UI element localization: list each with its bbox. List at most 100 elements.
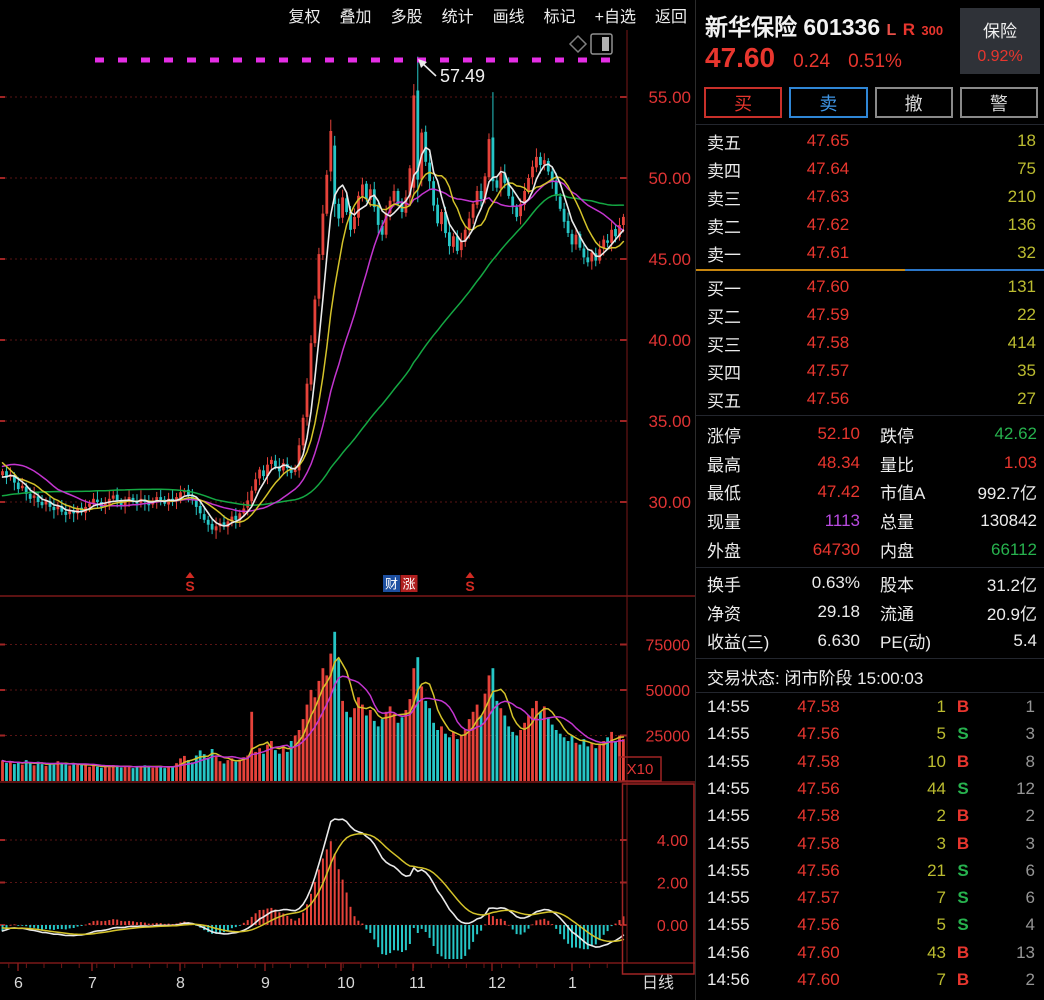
- tick-time: 14:56: [707, 942, 750, 962]
- stat-value: 5.4: [1013, 630, 1037, 650]
- ask-row[interactable]: 卖二 47.62 136: [696, 211, 1044, 239]
- ask-levels: 卖五 47.65 18 卖四 47.64 75 卖三 47.63 210 卖二 47.62 136 卖一…: [696, 127, 1044, 267]
- tick-side: B: [956, 806, 970, 826]
- tick-count: 6: [1025, 860, 1035, 880]
- ask-row[interactable]: 卖一 47.61 32: [696, 239, 1044, 267]
- news-badge-icon[interactable]: 涨: [400, 575, 418, 592]
- stats-row: 外盘 64730 内盘 66112: [696, 535, 1044, 564]
- toolbar-item-返回[interactable]: 返回: [654, 9, 687, 26]
- sector-change: 0.92%: [977, 47, 1023, 65]
- stat-label: 净资: [707, 604, 741, 624]
- tick-row: 14:55 47.58 10 B 8: [696, 748, 1044, 775]
- svg-text:4.00: 4.00: [657, 833, 688, 850]
- indicator-selection-box: [621, 783, 695, 975]
- price-change-pct: 0.51%: [848, 51, 902, 72]
- action-button-撤[interactable]: 撤: [874, 87, 953, 118]
- toolbar-item-标记[interactable]: 标记: [543, 9, 576, 26]
- bid-row[interactable]: 买四 47.57 35: [696, 357, 1044, 385]
- tick-side: S: [957, 724, 969, 744]
- toolbar-item-多股[interactable]: 多股: [390, 9, 423, 26]
- ask-row[interactable]: 卖三 47.63 210: [696, 183, 1044, 211]
- level-price: 47.61: [806, 243, 850, 262]
- tick-side: S: [957, 915, 969, 935]
- tick-price: 47.56: [797, 860, 840, 880]
- news-badge-icon[interactable]: 财: [383, 575, 400, 592]
- level-volume: 35: [1017, 361, 1036, 380]
- stat-value: 52.10: [817, 424, 860, 444]
- tick-row: 14:55 47.56 44 S 12: [696, 775, 1044, 802]
- ask-row[interactable]: 卖四 47.64 75: [696, 155, 1044, 183]
- stat-label: 流通: [880, 604, 914, 624]
- tick-row: 14:55 47.57 7 S 6: [696, 884, 1044, 911]
- tick-volume: 1: [936, 697, 946, 717]
- tick-side: B: [956, 942, 970, 962]
- action-buttons: 买卖撤警: [696, 85, 1044, 125]
- stock-flags: L R 300: [887, 14, 944, 40]
- svg-text:8: 8: [176, 975, 185, 992]
- tick-row: 14:55 47.58 2 B 2: [696, 803, 1044, 830]
- action-button-警[interactable]: 警: [959, 87, 1038, 118]
- level-label: 买五: [707, 391, 741, 411]
- toolbar-item-叠加[interactable]: 叠加: [339, 9, 372, 26]
- stat-value: 1.03: [1003, 453, 1037, 473]
- stat-value: 29.18: [817, 602, 860, 622]
- tick-time: 14:55: [707, 697, 750, 717]
- tick-trade-list[interactable]: 14:55 47.58 1 B 1 14:55 47.56 5 S 3 14:55 47.58 10 B 8…: [696, 693, 1044, 1000]
- tick-volume: 43: [927, 942, 946, 962]
- level-label: 卖一: [707, 245, 741, 265]
- tick-count: 2: [1025, 806, 1035, 826]
- level-label: 买三: [707, 335, 741, 355]
- stats-row: 涨停 52.10 跌停 42.62: [696, 420, 1044, 449]
- tick-volume: 5: [936, 724, 946, 744]
- sector-badge[interactable]: 保险 0.92%: [960, 8, 1040, 74]
- svg-text:57.49: 57.49: [440, 66, 485, 86]
- tick-side: S: [957, 860, 969, 880]
- stats-row: 净资 29.18 流通 20.9亿: [696, 598, 1044, 627]
- svg-text:2.00: 2.00: [657, 876, 688, 893]
- svg-text:S: S: [465, 578, 474, 594]
- ask-row[interactable]: 卖五 47.65 18: [696, 127, 1044, 155]
- stat-label: 股本: [880, 575, 914, 595]
- level-volume: 414: [1007, 333, 1036, 352]
- panel-toggle-icon[interactable]: [590, 33, 613, 55]
- bid-row[interactable]: 买二 47.59 22: [696, 301, 1044, 329]
- tick-time: 14:55: [707, 751, 750, 771]
- kline-chart[interactable]: 57.49 55.00 50.00 45.00 40.00 35.00 30.00 S S 财 涨 7…: [0, 30, 695, 1000]
- bid-row[interactable]: 买一 47.60 131: [696, 273, 1044, 301]
- diamond-icon[interactable]: [568, 34, 588, 54]
- tick-count: 3: [1025, 724, 1035, 744]
- toolbar-item-+自选[interactable]: +自选: [594, 9, 636, 26]
- tick-time: 14:55: [707, 888, 750, 908]
- tick-volume: 7: [936, 888, 946, 908]
- level-price: 47.57: [806, 361, 850, 380]
- toolbar-item-统计[interactable]: 统计: [441, 9, 474, 26]
- stats-row: 最低 47.42 市值A 992.7亿: [696, 478, 1044, 507]
- tick-row: 14:56 47.60 7 B 2: [696, 966, 1044, 993]
- tick-price: 47.58: [797, 833, 840, 853]
- bid-row[interactable]: 买五 47.56 27: [696, 385, 1044, 413]
- tick-volume: 21: [927, 860, 946, 880]
- dividend-marker-icon[interactable]: S: [465, 572, 475, 594]
- chart-area[interactable]: 57.49 55.00 50.00 45.00 40.00 35.00 30.00 S S 财涨 7…: [0, 30, 695, 1000]
- stat-value: 1113: [824, 510, 860, 530]
- svg-text:30.00: 30.00: [648, 493, 691, 512]
- tick-time: 14:56: [707, 969, 750, 989]
- svg-text:50000: 50000: [646, 683, 691, 700]
- toolbar-item-画线[interactable]: 画线: [492, 9, 525, 26]
- bid-row[interactable]: 买三 47.58 414: [696, 329, 1044, 357]
- stock-code: 601336: [803, 14, 881, 40]
- svg-text:75000: 75000: [646, 638, 691, 655]
- action-button-卖[interactable]: 卖: [789, 87, 868, 118]
- stats-row: 最高 48.34 量比 1.03: [696, 449, 1044, 478]
- tick-count: 6: [1025, 888, 1035, 908]
- tick-time: 14:55: [707, 806, 750, 826]
- level-price: 47.58: [806, 333, 850, 352]
- tick-time: 14:56: [696, 997, 766, 1000]
- toolbar-item-复权[interactable]: 复权: [288, 9, 321, 26]
- dividend-marker-icon[interactable]: S: [185, 572, 195, 594]
- sector-name: 保险: [983, 21, 1017, 41]
- flag-margin-r: R: [902, 20, 915, 39]
- tick-row: 14:55 47.56 5 S 4: [696, 912, 1044, 939]
- action-button-买[interactable]: 买: [704, 87, 783, 118]
